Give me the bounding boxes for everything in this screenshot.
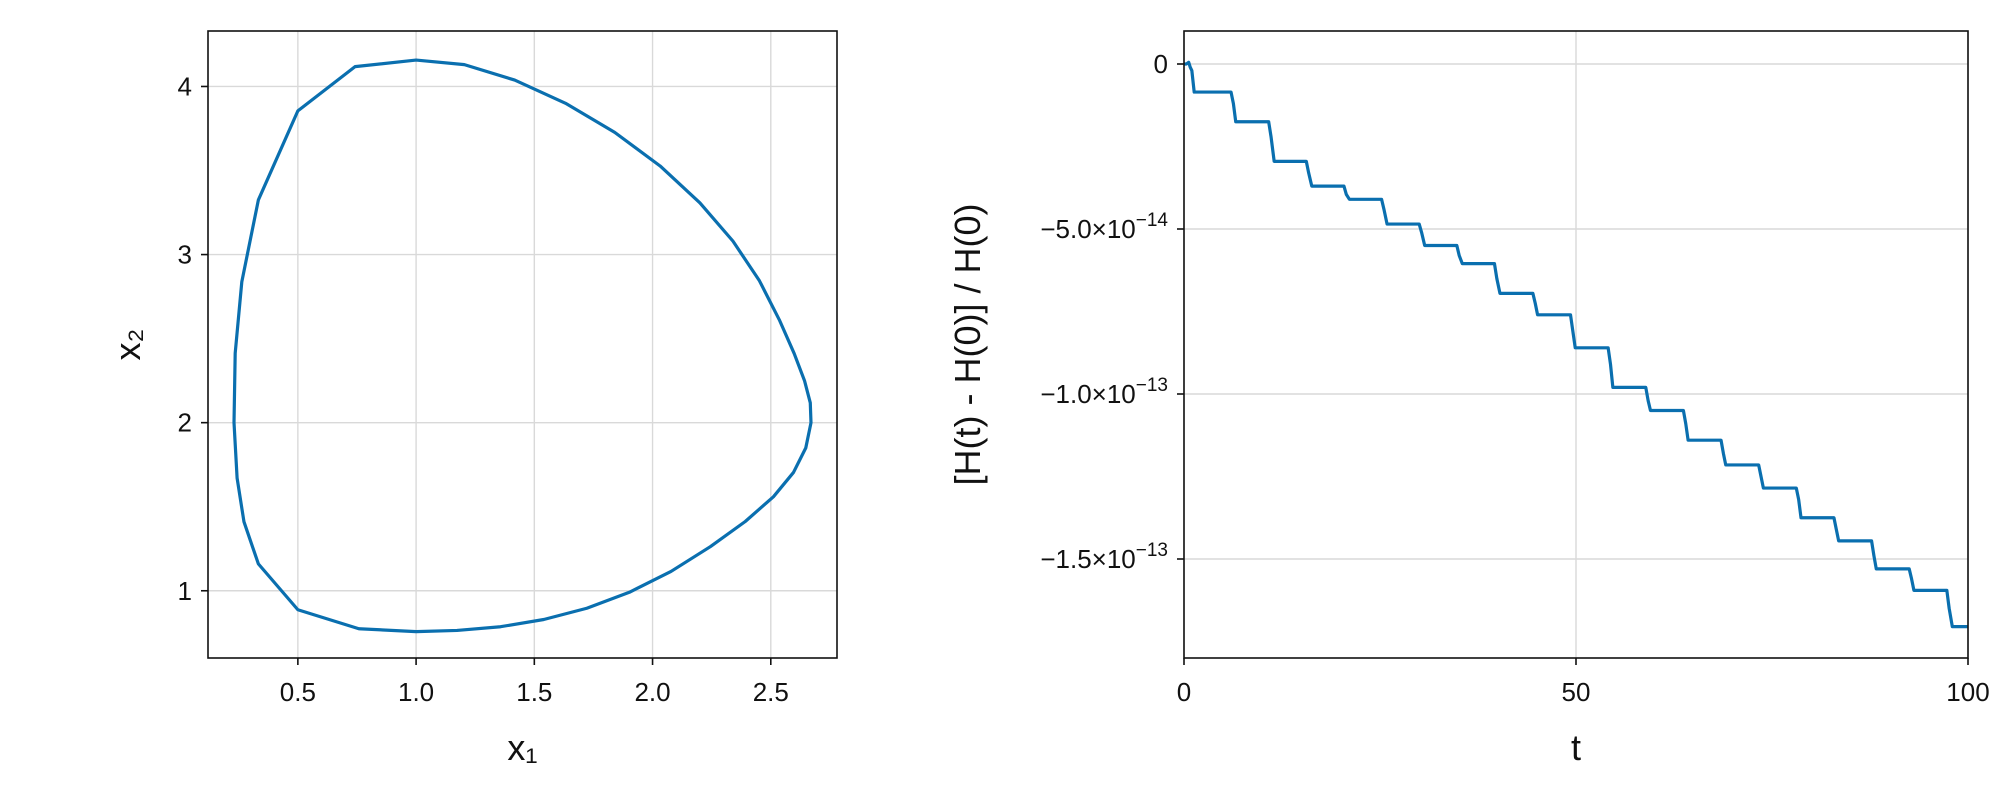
- x-tick-label: 50: [1562, 677, 1591, 707]
- x-axis-label: x₁: [507, 727, 537, 768]
- y-tick-exponent: −13: [1136, 375, 1168, 396]
- y-tick-label: −5.0×10−14: [1040, 210, 1168, 244]
- x-axis-label: t: [1571, 727, 1581, 768]
- y-axis-label: x₂: [107, 329, 148, 361]
- x-tick-label: 0: [1177, 677, 1191, 707]
- y-tick-mantissa: −1.5×10: [1040, 544, 1135, 574]
- y-tick-exponent: −14: [1136, 210, 1169, 231]
- energy-error-panel: 0 50 1000−5.0×10−14−1.0×10−13−1.5×10−13t[H…: [947, 30, 1990, 768]
- x-tick-label: 1.5: [516, 677, 552, 707]
- y-tick-label: −1.5×10−13: [1040, 540, 1168, 574]
- y-tick-mantissa: 0: [1154, 49, 1168, 79]
- x-tick-label: 2.0: [634, 677, 670, 707]
- y-tick-exponent: −13: [1136, 540, 1168, 561]
- x-tick-label: 2.5: [753, 677, 789, 707]
- y-tick-mantissa: −5.0×10: [1040, 214, 1135, 244]
- energy-series-line: [1184, 60, 1968, 629]
- x-tick-label: 1.0: [398, 677, 434, 707]
- x-tick-label: 0.5: [280, 677, 316, 707]
- phase-series-line: [232, 58, 813, 634]
- y-axis-label: [H(t) - H(0)] / H(0): [947, 204, 988, 486]
- x-tick-label: 100: [1946, 677, 1989, 707]
- y-tick-label: 1: [178, 576, 192, 606]
- y-tick-mantissa: −1.0×10: [1040, 379, 1135, 409]
- y-tick-label: 3: [178, 240, 192, 270]
- y-tick-label: 4: [178, 71, 192, 101]
- phase-portrait-panel: 0.5 1.0 1.5 2.0 2.5 1 2 3 4 x₁ x₂: [107, 30, 838, 768]
- plot-frame: [207, 30, 838, 659]
- y-tick-label: 2: [178, 408, 192, 438]
- y-tick-label: 0: [1154, 49, 1168, 79]
- y-tick-label: −1.0×10−13: [1040, 375, 1168, 409]
